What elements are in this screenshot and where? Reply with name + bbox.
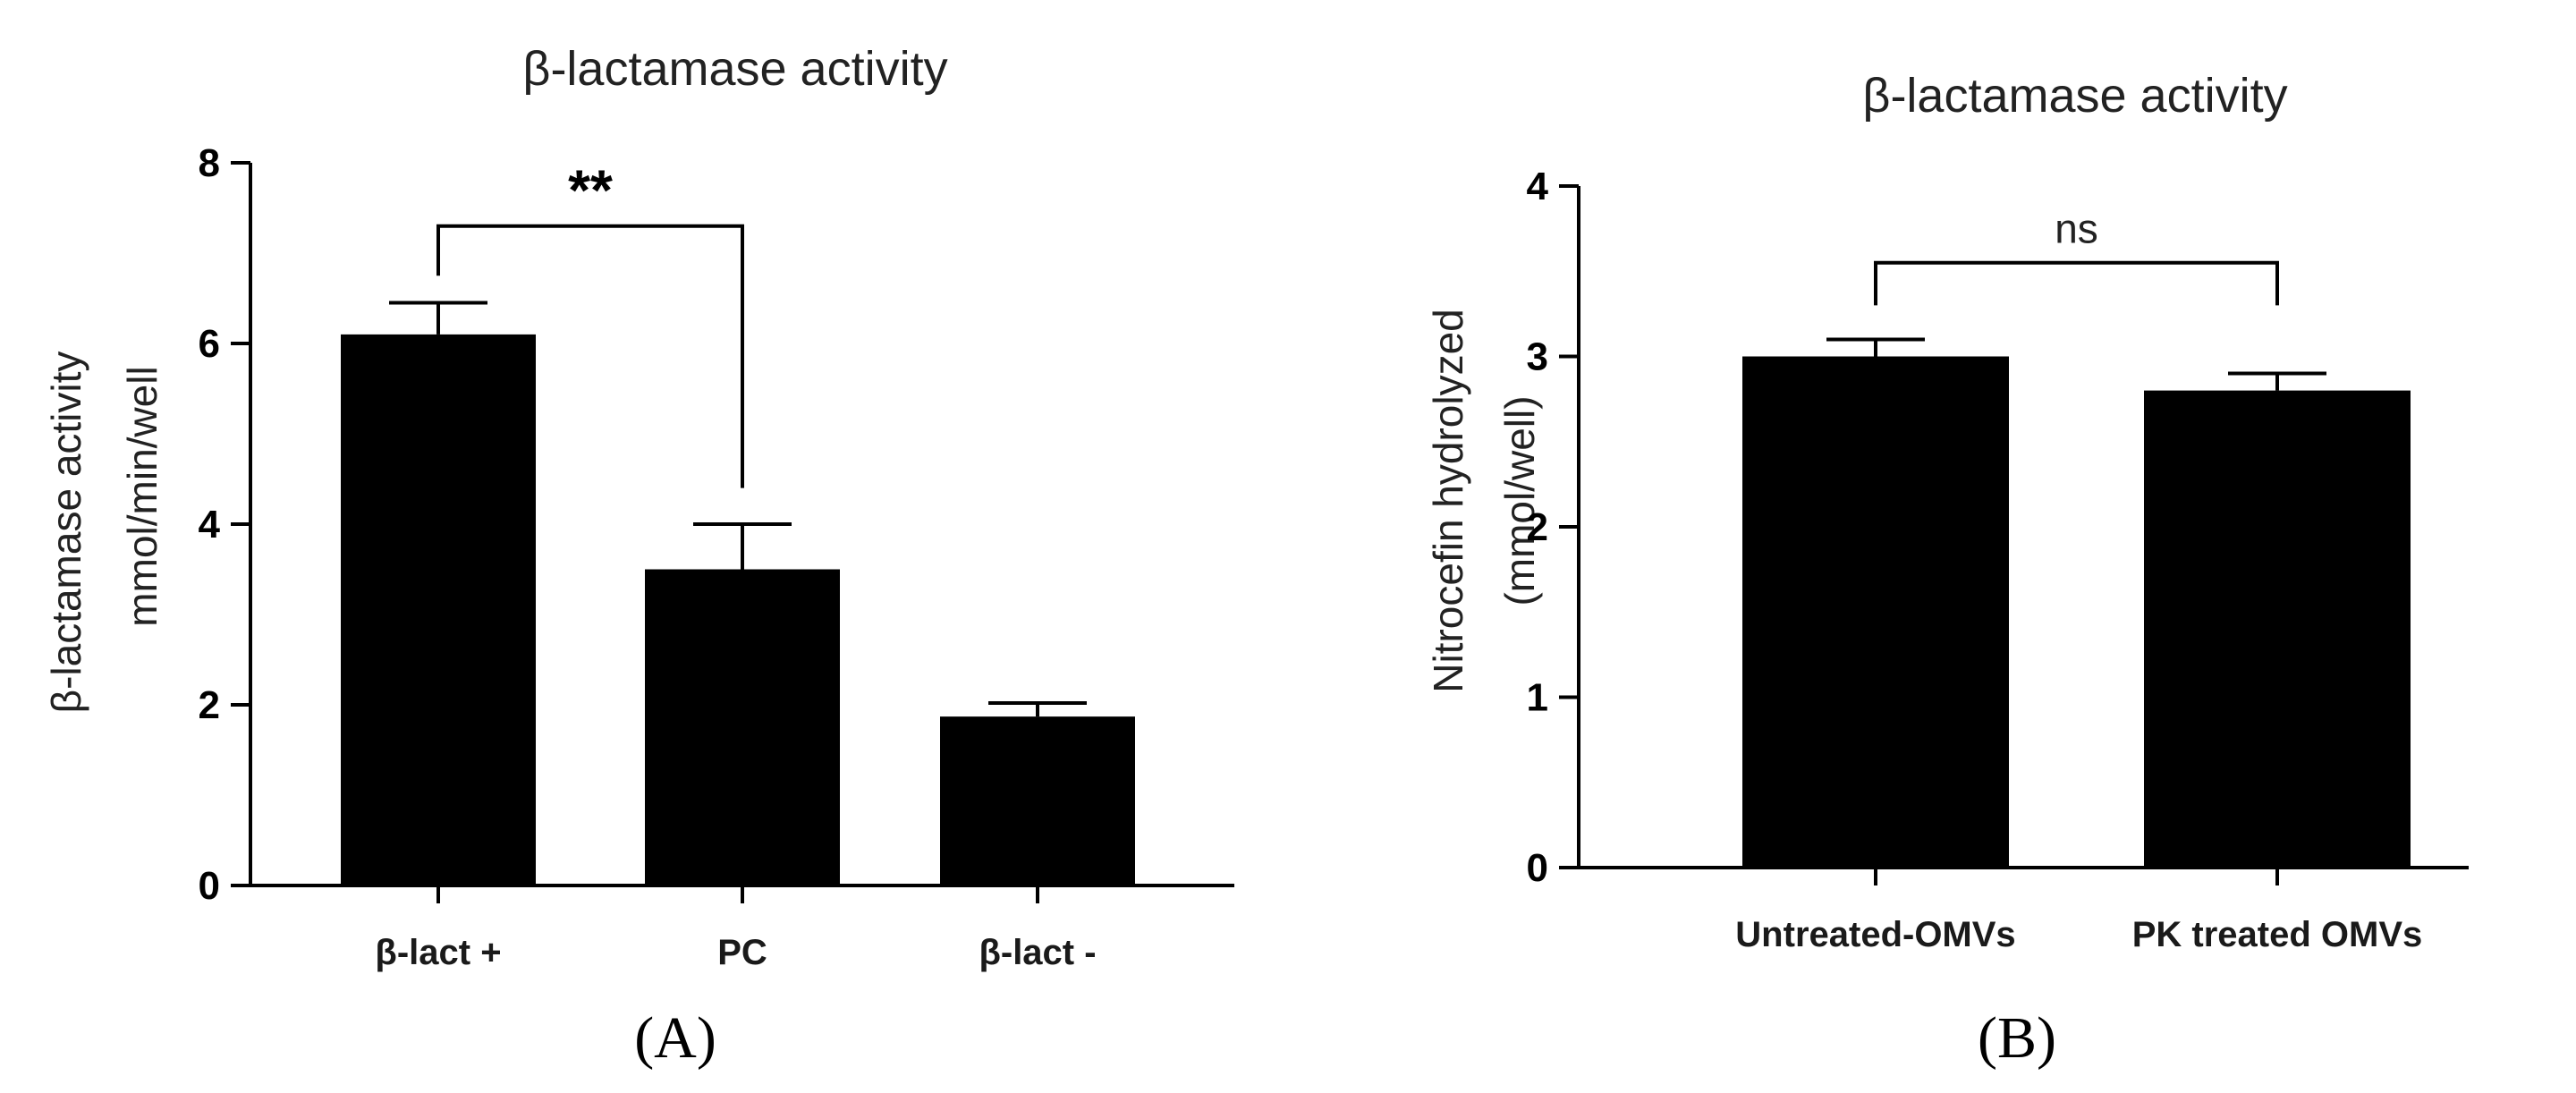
chart-a-bar: [341, 334, 536, 885]
chart-a-significance-label: **: [568, 158, 613, 223]
chart-b-bar: [2144, 390, 2411, 868]
chart-b-significance-label: ns: [2055, 206, 2098, 252]
chart-b-y-tick-label: 0: [1527, 846, 1548, 890]
chart-a-y-tick-label: 0: [199, 864, 220, 908]
chart-b-y-tick-label: 3: [1527, 335, 1548, 379]
chart-b-category-label: PK treated OMVs: [2132, 915, 2423, 954]
chart-a-bar: [940, 716, 1135, 885]
chart-a-category-label: β-lact -: [979, 933, 1096, 972]
panel-a: β-lactamase activity β-lactamase activit…: [43, 42, 1234, 1071]
chart-b-ylabel-line2: (mmol/well): [1496, 395, 1543, 606]
panel-b: β-lactamase activity Nitrocefin hydrolyz…: [1425, 69, 2469, 1071]
chart-b-y-tick-label: 4: [1527, 165, 1549, 208]
chart-a-ylabel-line2: mmol/min/well: [119, 366, 165, 626]
chart-b-title: β-lactamase activity: [1862, 69, 2287, 123]
chart-a-y-tick-label: 4: [199, 503, 221, 546]
chart-b-y-tick-label: 1: [1527, 676, 1548, 720]
chart-b-significance-bracket: [1874, 260, 2279, 306]
chart-a-ylabel-line1: β-lactamase activity: [43, 352, 89, 714]
chart-a-category-label: PC: [717, 933, 767, 972]
chart-b-y-tick-label: 2: [1527, 505, 1548, 549]
chart-a-y-tick-label: 8: [199, 141, 220, 185]
chart-a-y-tick-label: 2: [199, 683, 220, 727]
chart-b-category-label: Untreated-OMVs: [1735, 915, 2015, 954]
chart-a-title: β-lactamase activity: [522, 42, 947, 96]
chart-a-y-tick-label: 6: [199, 322, 220, 366]
chart-a-category-label: β-lact +: [375, 933, 501, 972]
chart-a-bar: [645, 569, 840, 885]
chart-a-significance-bracket: [436, 224, 744, 488]
chart-b-ylabel-line1: Nitrocefin hydrolyzed: [1425, 309, 1471, 693]
chart-b-bar: [1742, 356, 2009, 868]
panel-b-label: (B): [1978, 1005, 2056, 1071]
panel-a-label: (A): [634, 1005, 716, 1071]
